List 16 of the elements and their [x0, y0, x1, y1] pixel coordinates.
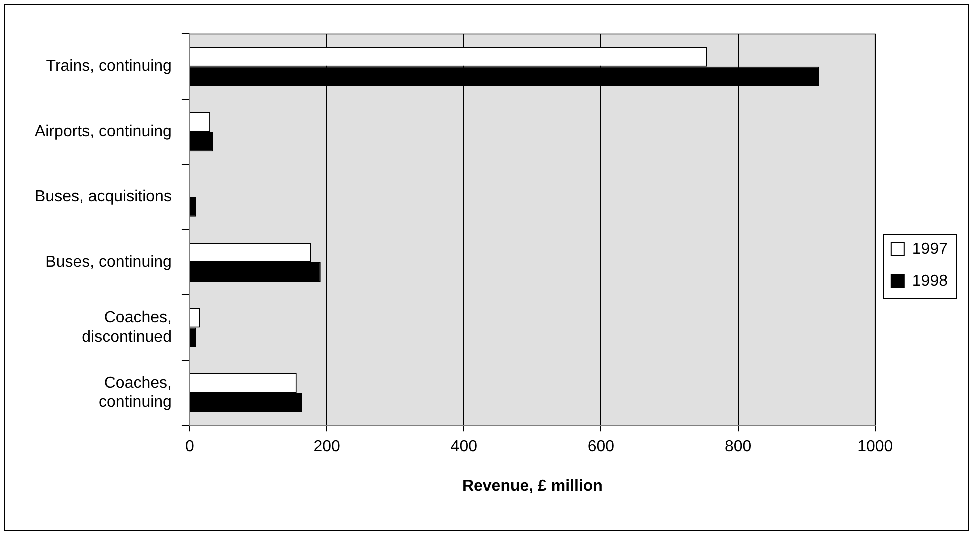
x-tick-label: 1000: [858, 438, 894, 456]
x-tick-label: 800: [724, 438, 752, 456]
y-tick-label: Airports, continuing: [34, 123, 172, 140]
y-tick-label: Buses, continuing: [46, 254, 172, 271]
legend-label: 1998: [912, 272, 948, 290]
y-tick-label: Buses, acquisitions: [34, 188, 172, 206]
x-axis-title: Revenue, £ million: [462, 478, 603, 495]
y-tick-label: Trains, continuing: [46, 58, 172, 76]
y-tick-label: Coaches, discontinued: [82, 310, 172, 346]
bar: [190, 197, 196, 217]
x-tick-label: 400: [450, 438, 478, 456]
y-tick-label: Coaches, continuing: [99, 374, 172, 411]
x-tick-label: 200: [314, 438, 340, 456]
legend-label: 1997: [912, 240, 948, 258]
x-tick-label: 0: [186, 438, 195, 456]
x-tick-label: 600: [588, 438, 615, 456]
